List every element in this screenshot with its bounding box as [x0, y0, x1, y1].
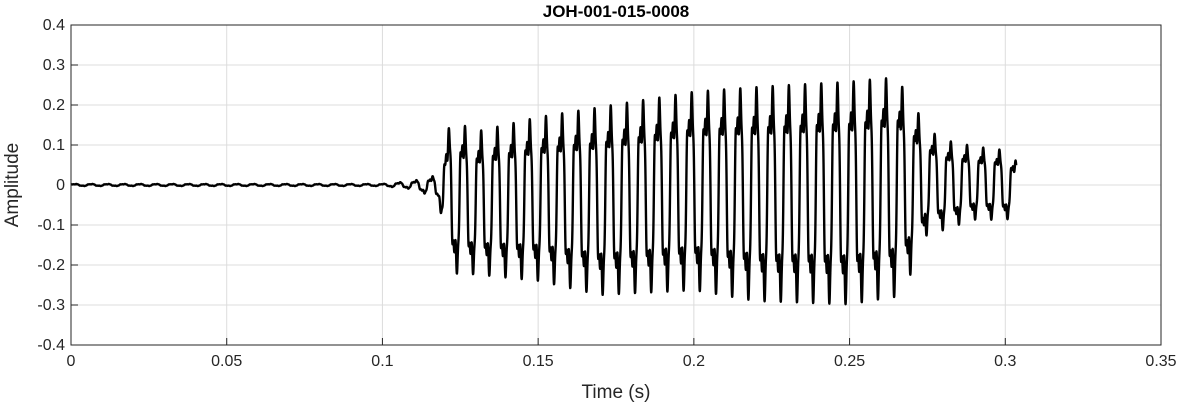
y-tick-label: -0.4 [37, 337, 65, 354]
x-tick-label: 0.15 [523, 353, 554, 370]
y-tick-label: 0.2 [43, 97, 65, 114]
y-tick-label: 0.3 [43, 57, 65, 74]
x-axis-ticks: 0 0.05 0.1 0.15 0.2 0.25 0.3 0.35 [67, 338, 1177, 370]
y-tick-label: -0.2 [37, 257, 65, 274]
y-axis-ticks: 0.4 0.3 0.2 0.1 0 -0.1 -0.2 -0.3 -0.4 [37, 17, 78, 354]
y-tick-label: 0.4 [43, 17, 65, 34]
waveform-series-line [69, 77, 1018, 306]
x-axis-label: Time (s) [582, 382, 651, 403]
x-tick-label: 0.25 [834, 353, 865, 370]
x-tick-label: 0.3 [994, 353, 1016, 370]
chart-title: JOH-001-015-0008 [543, 2, 689, 21]
x-tick-label: 0.2 [683, 353, 705, 370]
y-tick-label: -0.3 [37, 297, 65, 314]
y-axis-label: Amplitude [2, 143, 23, 228]
x-tick-label: 0 [67, 353, 76, 370]
x-tick-label: 0.1 [371, 353, 393, 370]
y-tick-label: 0.1 [43, 137, 65, 154]
y-tick-label: -0.1 [37, 217, 65, 234]
x-tick-label: 0.05 [211, 353, 242, 370]
plot-frame [70, 24, 1162, 346]
x-tick-label: 0.35 [1145, 353, 1176, 370]
y-tick-label: 0 [56, 177, 65, 194]
